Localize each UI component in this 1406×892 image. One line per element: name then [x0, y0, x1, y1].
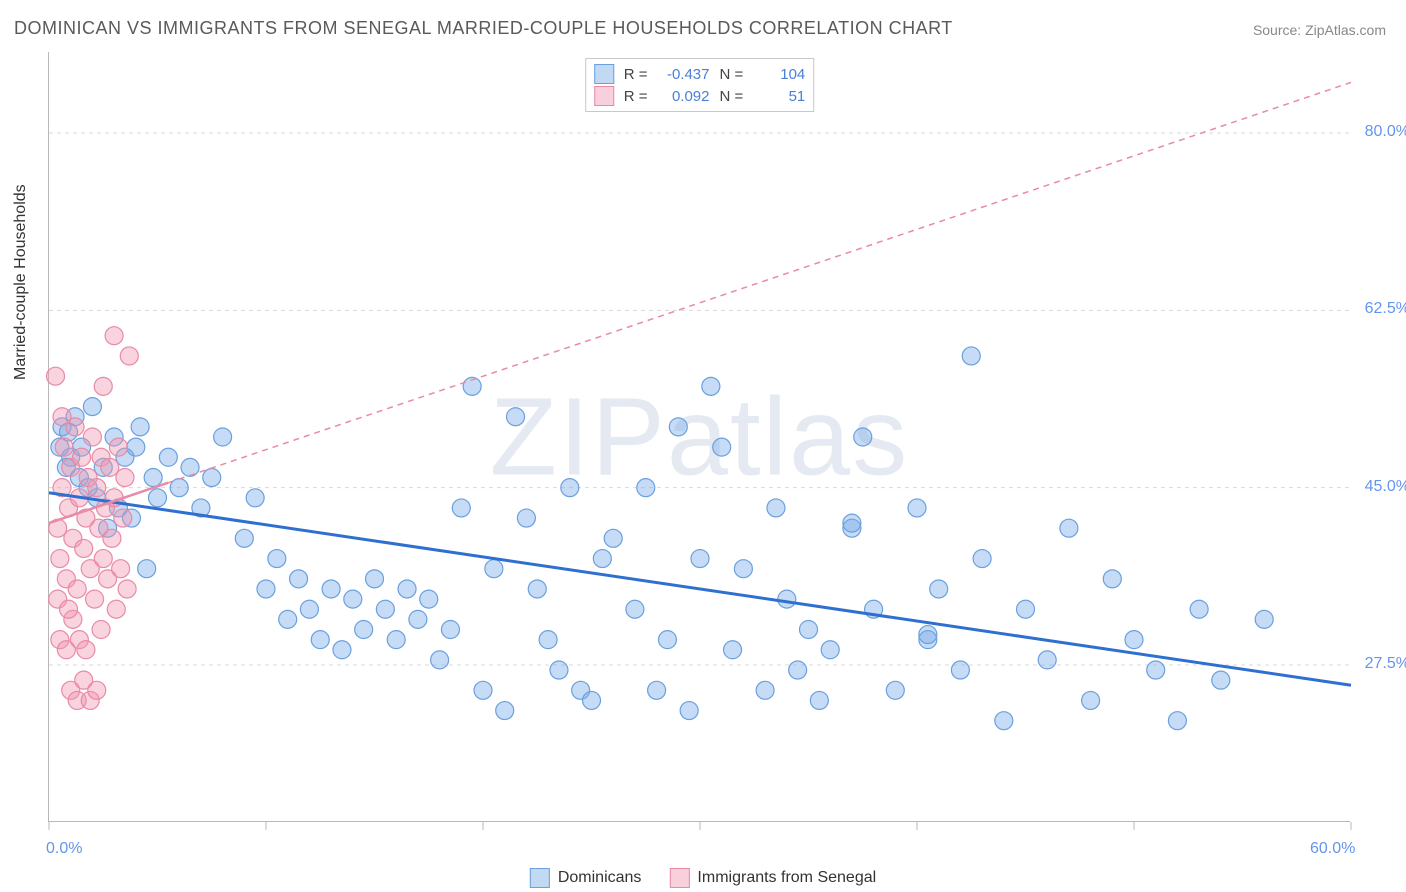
y-axis-label: Married-couple Households [12, 184, 30, 380]
y-tick-label: 45.0% [1365, 478, 1406, 496]
stat-box: R = -0.437 N = 104 R = 0.092 N = 51 [585, 58, 815, 112]
stat-row-senegal: R = 0.092 N = 51 [594, 85, 806, 107]
stat-row-dominicans: R = -0.437 N = 104 [594, 63, 806, 85]
source-attribution: Source: ZipAtlas.com [1253, 22, 1386, 38]
x-axis-end-label: 60.0% [1310, 840, 1355, 858]
x-axis-start-label: 0.0% [46, 840, 82, 858]
legend-label: Immigrants from Senegal [697, 869, 876, 887]
r-label: R = [624, 88, 648, 105]
legend: Dominicans Immigrants from Senegal [530, 868, 876, 888]
swatch-pink [594, 86, 614, 106]
n-label: N = [720, 88, 744, 105]
y-tick-label: 27.5% [1365, 655, 1406, 673]
r-value-dominicans: -0.437 [658, 66, 710, 83]
legend-item-senegal: Immigrants from Senegal [669, 868, 876, 888]
swatch-pink [669, 868, 689, 888]
plot-area: ZIPatlas R = -0.437 N = 104 R = 0.092 N … [48, 52, 1350, 822]
y-tick-label: 62.5% [1365, 300, 1406, 318]
y-tick-label: 80.0% [1365, 123, 1406, 141]
n-label: N = [720, 66, 744, 83]
swatch-blue [594, 64, 614, 84]
swatch-blue [530, 868, 550, 888]
n-value-senegal: 51 [753, 88, 805, 105]
trend-lines-layer [49, 52, 1350, 821]
n-value-dominicans: 104 [753, 66, 805, 83]
r-value-senegal: 0.092 [658, 88, 710, 105]
chart-title: DOMINICAN VS IMMIGRANTS FROM SENEGAL MAR… [14, 18, 953, 39]
legend-label: Dominicans [558, 869, 642, 887]
r-label: R = [624, 66, 648, 83]
legend-item-dominicans: Dominicans [530, 868, 642, 888]
